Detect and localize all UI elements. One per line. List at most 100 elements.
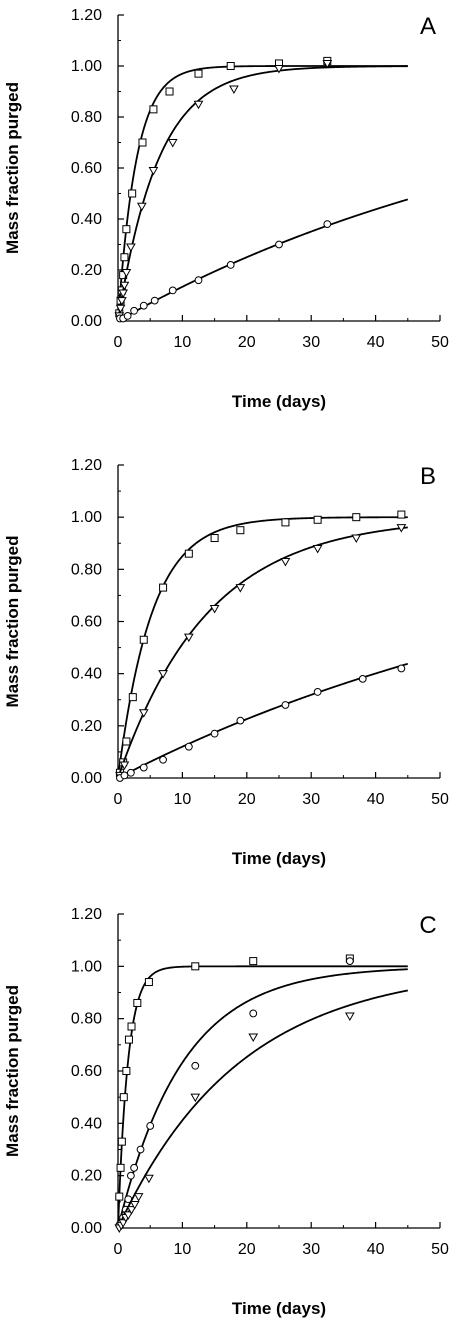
circle-marker [120,771,129,780]
square-marker [124,1035,133,1044]
circle-marker [130,306,139,315]
x-tick-label: 20 [238,791,256,808]
square-marker [128,189,137,198]
square-marker [191,962,200,971]
x-tick-label: 50 [431,791,449,808]
triangle-marker [138,709,149,718]
circle-marker [323,220,332,229]
circle-marker [249,1009,258,1018]
circle-marker [139,763,148,772]
y-tick-label: 0.40 [71,666,102,683]
circle-marker [126,1171,135,1180]
triangle-marker [167,139,178,148]
triangle-marker [209,604,220,614]
square-marker [397,510,406,519]
x-tick-label: 20 [238,1241,256,1258]
y-tick-label: 0.80 [71,109,102,126]
square-marker [236,526,245,535]
triangle-marker [229,85,239,94]
x-tick-label: 10 [174,334,192,351]
circle-marker [136,1145,145,1154]
square-marker [122,1067,131,1075]
triangle-marker [133,1193,144,1202]
triangle-marker [119,281,130,291]
circle-marker [123,312,132,320]
chart-panel-c: 0.00 0.20 0.40 0.60 0.80 1.00 1.20 0 10 20 30 40 50 T… [3,906,449,1318]
triangle-marker [115,304,126,314]
fit-curve-series-1 [117,516,408,779]
y-tick-label: 0.60 [71,160,102,177]
square-marker [122,737,131,746]
x-tick-label: 30 [302,791,320,808]
square-marker [226,62,235,70]
y-axis-title: Mass fraction purged [3,82,22,254]
panel-label: C [419,912,436,939]
circle-marker [313,688,322,696]
x-axis-title: Time (days) [232,392,326,411]
y-tick-label: 0.20 [71,1168,102,1185]
y-axis-title: Mass fraction purged [3,536,22,708]
x-tick-label: 30 [302,1241,320,1258]
square-marker [313,515,322,524]
circle-marker [130,1163,139,1172]
y-tick-label: 0.00 [71,770,102,787]
square-marker [149,105,158,114]
square-marker [127,1022,136,1031]
y-tick-label: 0.60 [71,614,102,631]
panel-label: A [420,13,436,40]
square-marker [116,1163,125,1172]
x-tick-label: 20 [238,334,256,351]
square-marker [210,534,219,543]
x-tick-label: 40 [367,334,385,351]
triangle-marker [144,1174,154,1184]
triangle-marker [148,167,159,176]
y-axis-title: Mass fraction purged [3,985,22,1157]
x-tick-label: 50 [431,334,449,351]
y-tick-label: 0.40 [71,211,102,228]
square-marker [249,957,258,966]
square-marker [139,635,148,644]
circle-marker [139,301,148,310]
triangle-marker [158,670,168,679]
triangle-marker [126,1206,137,1215]
y-tick-label: 0.40 [71,1115,102,1132]
x-tick-label: 30 [302,334,320,351]
y-tick-label: 1.00 [71,509,102,526]
x-tick-label: 0 [114,791,123,808]
triangle-marker [129,1200,140,1210]
x-tick-label: 0 [114,334,123,351]
triangle-marker [183,633,194,643]
triangle-marker [322,59,333,69]
square-marker [194,69,203,78]
circle-marker [210,729,219,738]
fit-curve-series-2 [117,526,408,779]
chart-panel-b: 0.00 0.20 0.40 0.60 0.80 1.00 1.20 0 10 20 30 40 50 T… [3,457,449,868]
triangle-marker [344,1012,355,1022]
triangle-marker [119,761,130,770]
square-marker [138,138,147,147]
square-marker [120,253,129,262]
y-tick-label: 1.20 [71,457,102,474]
square-marker [165,87,174,96]
triangle-marker [118,289,129,298]
triangle-marker [351,534,362,544]
y-tick-label: 0.20 [71,262,102,279]
square-marker [117,1137,126,1146]
square-marker [144,978,153,987]
circle-marker [168,286,177,295]
x-tick-label: 40 [367,791,385,808]
triangle-marker [274,65,284,74]
x-tick-label: 10 [174,791,192,808]
fit-curve-series-1 [117,965,408,1229]
triangle-marker [396,524,407,533]
square-marker [133,998,142,1007]
fit-curve-series-2 [117,968,408,1229]
circle-marker [358,674,367,683]
circle-marker [236,716,245,725]
chart-panel-a: 0.00 0.20 0.40 0.60 0.80 1.00 1.20 0 10 20 30 40 50 T… [3,7,449,411]
triangle-marker [121,269,132,278]
circle-marker [150,296,159,305]
circle-marker [194,276,203,285]
panel-label: B [420,463,436,490]
circle-marker [191,1061,200,1070]
